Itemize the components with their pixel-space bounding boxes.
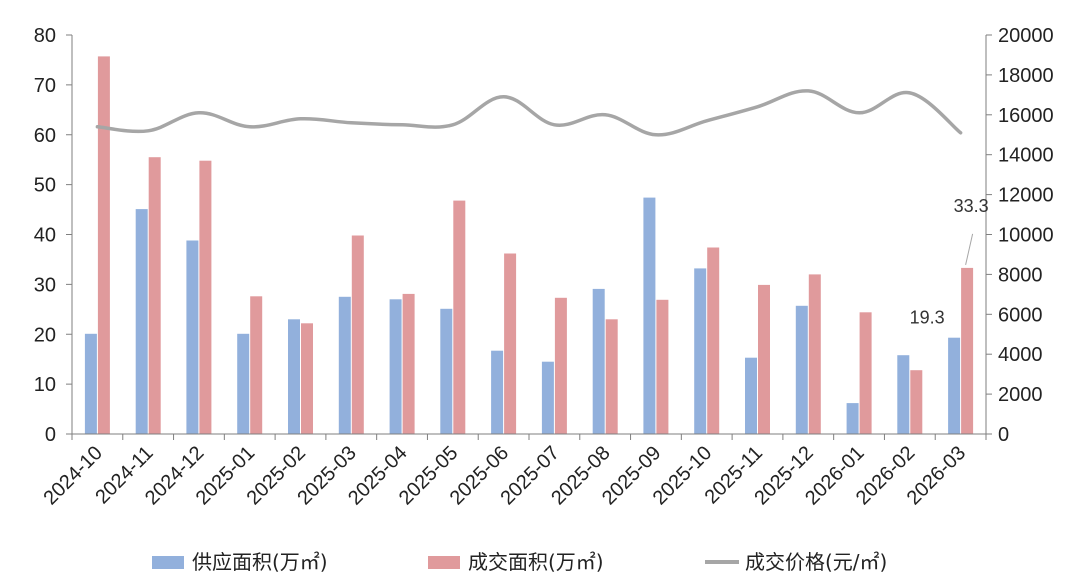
data-label-supply: 19.3 (910, 308, 945, 328)
y-right-tick-label: 4000 (998, 344, 1043, 366)
deal-bar-2025-04 (402, 293, 415, 434)
y-left-tick-label: 0 (45, 424, 56, 446)
deal-bar-2025-10 (707, 247, 720, 434)
deal-bar-2026-02 (910, 370, 923, 434)
data-label-layer: 19.3 33.3 (910, 196, 989, 328)
deal-bar-2024-10 (97, 56, 110, 435)
supply-bar-2026-03 (948, 337, 961, 434)
deal-bar-2025-06 (504, 253, 517, 434)
legend-deal-swatch (428, 556, 460, 569)
supply-bar-2025-06 (491, 350, 504, 434)
y-right-tick-label: 6000 (998, 304, 1043, 326)
y-left-tick-label: 70 (34, 75, 56, 97)
deal-bar-2025-09 (656, 299, 669, 434)
supply-bar-2025-02 (288, 319, 300, 434)
legend-supply-label: 供应面积(万㎡) (192, 550, 328, 574)
deal-bar-2024-12 (199, 160, 212, 434)
y-left-tick-label: 10 (34, 374, 56, 396)
data-label-leader (965, 233, 974, 266)
supply-bar-2025-01 (237, 333, 250, 434)
deal-bar-2025-05 (453, 200, 466, 434)
y-left-tick-label: 20 (34, 324, 56, 346)
legend-deal-label: 成交面积(万㎡) (468, 550, 604, 574)
supply-bar-2025-04 (389, 299, 402, 434)
data-label-deal: 33.3 (954, 196, 989, 216)
deal-bar-2025-07 (554, 297, 567, 434)
line-layer (95, 89, 963, 137)
deal-bar-2025-02 (301, 323, 313, 434)
y-right-tick-label: 14000 (998, 145, 1054, 167)
supply-bar-2025-03 (338, 296, 351, 434)
supply-bar-2025-11 (745, 357, 757, 434)
legend-price-label: 成交价格(元/㎡) (745, 550, 887, 574)
supply-bar-2025-05 (440, 308, 453, 434)
supply-bar-2025-10 (694, 268, 707, 434)
supply-bar-2026-01 (846, 403, 859, 434)
y-right-tick-label: 2000 (998, 384, 1043, 406)
legend-supply-swatch (152, 556, 184, 569)
deal-bar-2025-08 (605, 319, 618, 434)
y-left-tick-label: 40 (34, 225, 56, 247)
deal-bar-2025-11 (758, 284, 770, 434)
supply-bar-2024-10 (84, 333, 97, 434)
deal-bar-2025-12 (808, 274, 821, 434)
y-left-tick-label: 30 (34, 274, 56, 296)
y-right-tick-label: 16000 (998, 105, 1054, 127)
y-right-tick-label: 8000 (998, 264, 1043, 286)
y-right-tick-label: 20000 (998, 25, 1054, 47)
supply-bar-2025-12 (795, 305, 808, 434)
legend: 供应面积(万㎡) 成交面积(万㎡) 成交价格(元/㎡) (152, 550, 887, 574)
y-right-tick-label: 18000 (998, 65, 1054, 87)
y-right-tick-label: 12000 (998, 185, 1054, 207)
bar-layer (84, 56, 974, 435)
y-left-tick-label: 80 (34, 25, 56, 47)
deal-bar-2025-01 (250, 296, 263, 434)
supply-bar-2025-08 (592, 288, 605, 434)
price-line (95, 89, 963, 137)
deal-bar-2026-03 (961, 267, 974, 434)
supply-bar-2024-12 (186, 240, 199, 434)
deal-bar-2026-01 (859, 312, 872, 434)
y-right-tick-label: 10000 (998, 225, 1054, 247)
y-left-tick-label: 60 (34, 125, 56, 147)
y-right-tick-label: 0 (998, 424, 1009, 446)
supply-bar-2025-09 (643, 197, 656, 434)
supply-bar-2024-11 (135, 209, 148, 434)
deal-bar-2025-03 (351, 235, 364, 434)
deal-bar-2024-11 (148, 157, 161, 434)
supply-bar-2025-07 (541, 361, 554, 434)
y-left-tick-label: 50 (34, 175, 56, 197)
supply-bar-2026-02 (897, 355, 910, 434)
